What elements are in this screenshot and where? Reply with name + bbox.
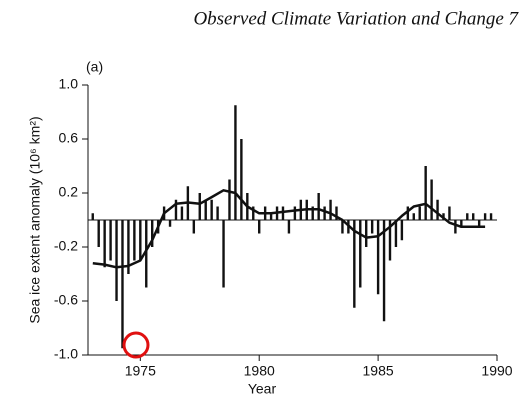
x-tick-label: 1985	[363, 363, 394, 379]
page-header: Observed Climate Variation and Change 7	[193, 8, 519, 29]
bar	[388, 220, 392, 261]
bar	[483, 213, 487, 220]
bar	[436, 199, 439, 220]
bar	[400, 220, 404, 241]
panel-label: (a)	[86, 59, 103, 75]
bar	[139, 220, 142, 261]
bar	[365, 220, 368, 247]
bar	[210, 199, 213, 220]
bar	[382, 220, 386, 322]
bar	[109, 220, 112, 261]
bar	[103, 220, 106, 268]
bar	[198, 193, 201, 220]
bar	[359, 220, 362, 288]
bar	[222, 220, 225, 288]
bar	[258, 220, 261, 234]
bar	[180, 206, 184, 220]
bar	[240, 139, 243, 220]
highlight-circle	[122, 331, 150, 359]
bar	[127, 220, 130, 274]
y-tick-label: 0.6	[59, 130, 79, 146]
bar	[281, 206, 285, 220]
bar	[252, 206, 255, 220]
bar	[418, 206, 421, 220]
bar	[174, 199, 178, 220]
x-tick-label: 1990	[481, 363, 512, 379]
bar	[287, 220, 291, 234]
bar	[489, 213, 493, 220]
bar	[311, 206, 314, 220]
bar	[317, 193, 320, 220]
bar	[234, 105, 237, 220]
y-tick-label: -1.0	[54, 346, 78, 362]
bar	[472, 213, 475, 220]
bar	[228, 179, 231, 220]
bar	[335, 206, 338, 220]
bar	[115, 220, 118, 301]
bar	[145, 220, 148, 288]
bar	[216, 206, 219, 220]
bar	[341, 220, 344, 234]
bar	[394, 220, 398, 247]
bar	[466, 213, 469, 220]
y-tick-label: -0.6	[54, 292, 78, 308]
bar	[412, 213, 415, 220]
bar	[121, 220, 124, 349]
bar	[97, 220, 100, 247]
x-tick-label: 1980	[244, 363, 275, 379]
x-tick-label: 1975	[125, 363, 156, 379]
bar	[204, 199, 207, 220]
bar	[323, 206, 326, 220]
y-tick-label: 0.2	[59, 184, 79, 200]
bar	[192, 220, 196, 234]
bar	[448, 206, 451, 220]
x-axis-label: Year	[248, 381, 277, 397]
bar	[430, 179, 433, 220]
bar	[454, 220, 457, 234]
y-tick-label: 1.0	[59, 76, 79, 92]
bar	[151, 220, 154, 247]
bar	[353, 220, 356, 308]
bar	[91, 213, 94, 220]
bar	[293, 206, 297, 220]
bar	[269, 213, 273, 220]
bar	[376, 220, 380, 295]
y-tick-label: -0.2	[54, 238, 78, 254]
bar	[406, 206, 410, 220]
smoothed-line	[92, 189, 486, 269]
bar	[329, 199, 332, 220]
plot-area: -1.0 -0.6 -0.2 0.2 0.6 1.0 1975 1980 1985 1990	[54, 76, 513, 379]
bar	[424, 166, 427, 220]
y-axis-label: Sea ice extent anomaly (10⁶ km²)	[27, 116, 43, 323]
bar	[370, 220, 374, 234]
bar	[460, 220, 463, 227]
bar	[477, 220, 481, 227]
bar	[133, 220, 136, 261]
bar	[168, 220, 172, 227]
